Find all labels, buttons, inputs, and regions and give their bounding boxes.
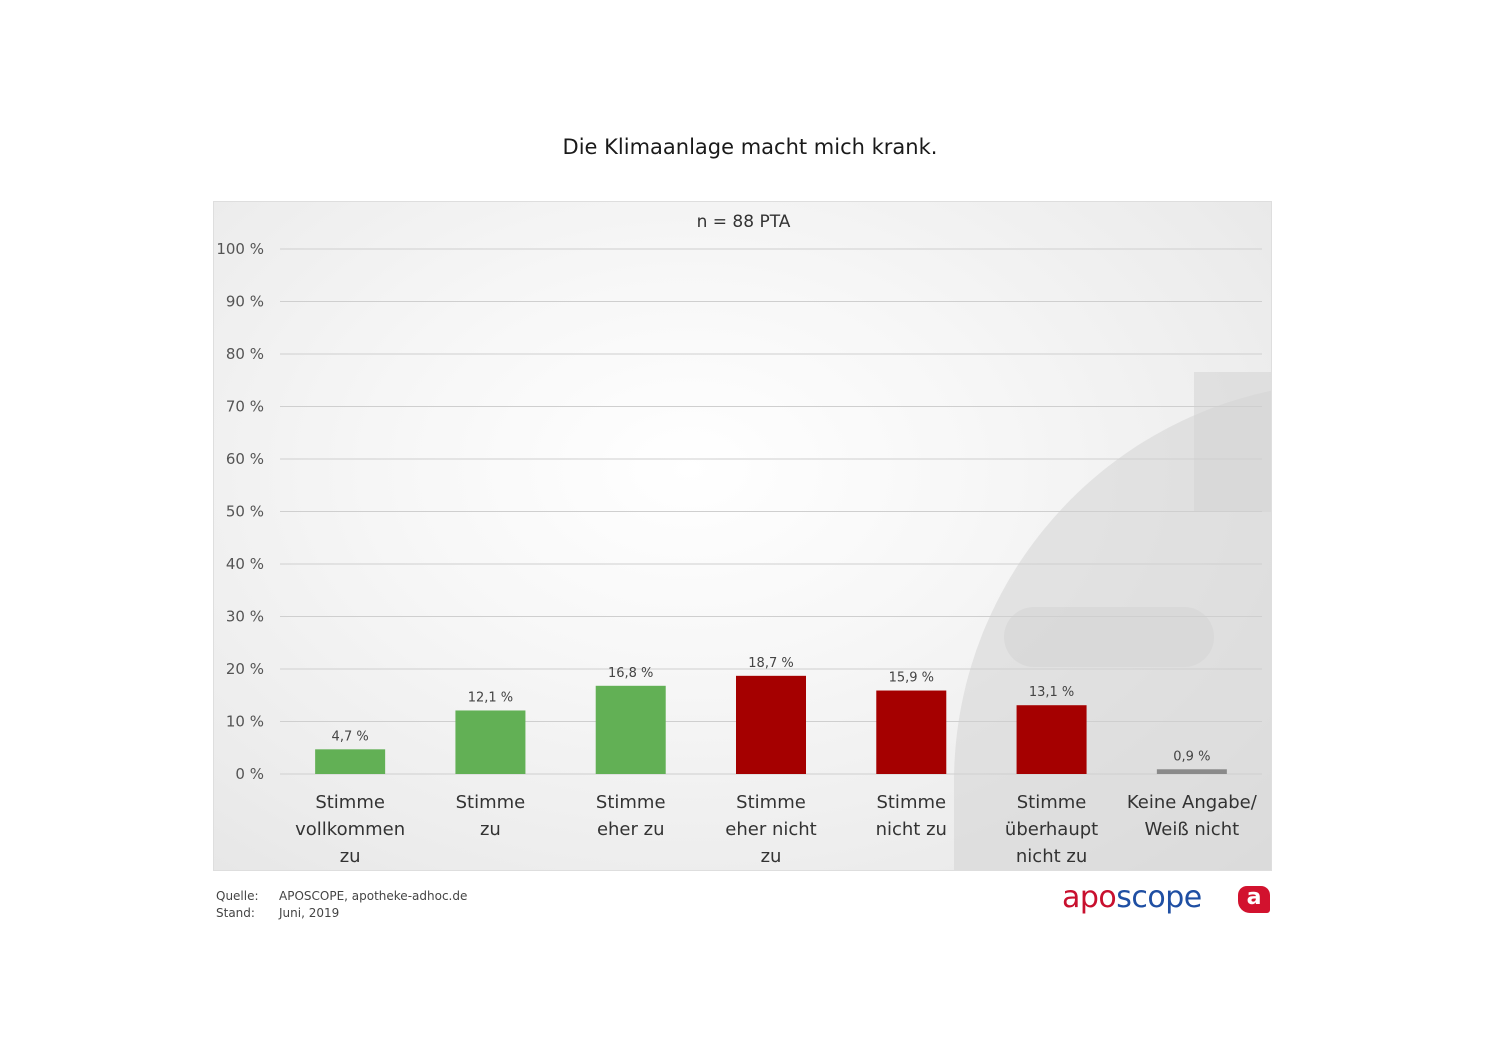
apotheke-adhoc-icon: a bbox=[1238, 886, 1270, 913]
bar-value-label: 15,9 % bbox=[889, 671, 934, 686]
source-value: APOSCOPE, apotheke-adhoc.de bbox=[279, 889, 468, 903]
x-category-label: Stimme eher zu bbox=[596, 792, 666, 840]
x-category-label-line: überhaupt bbox=[1005, 819, 1098, 840]
x-category-label-line: nicht zu bbox=[876, 819, 947, 840]
date-value: Juni, 2019 bbox=[279, 906, 340, 920]
bar bbox=[1016, 705, 1087, 774]
bar-value-label: 16,8 % bbox=[608, 666, 653, 681]
bar bbox=[315, 749, 386, 774]
y-tick-label: 90 % bbox=[226, 293, 264, 311]
x-category-label-line: Stimme bbox=[736, 792, 806, 813]
y-tick-label: 10 % bbox=[226, 713, 264, 731]
x-category-label-line: eher nicht bbox=[725, 819, 816, 840]
x-category-label: Stimme eher nicht zu bbox=[725, 792, 816, 867]
x-category-label: Stimme vollkommen zu bbox=[295, 792, 405, 867]
x-category-label: Keine Angabe/Weiß nicht bbox=[1127, 792, 1258, 840]
x-category-label-line: Stimme bbox=[315, 792, 385, 813]
x-category-label: Stimme überhaupt nicht zu bbox=[1005, 792, 1098, 867]
bar bbox=[455, 710, 526, 774]
y-tick-label: 0 % bbox=[235, 765, 264, 783]
x-category-label-line: Stimme bbox=[1017, 792, 1087, 813]
sample-size-label: n = 88 PTA bbox=[696, 212, 791, 232]
bar-value-label: 13,1 % bbox=[1029, 685, 1074, 700]
x-category-label-line: Stimme bbox=[876, 792, 946, 813]
aposcope-logo: aposcope bbox=[1062, 880, 1202, 915]
x-category-label-line: Stimme bbox=[456, 792, 526, 813]
x-category-label-line: nicht zu bbox=[1016, 846, 1087, 867]
y-tick-label: 80 % bbox=[226, 345, 264, 363]
y-tick-label: 70 % bbox=[226, 398, 264, 416]
bar bbox=[595, 685, 666, 774]
y-tick-label: 50 % bbox=[226, 503, 264, 521]
bar-value-label: 0,9 % bbox=[1173, 749, 1210, 764]
x-category-label-line: eher zu bbox=[597, 819, 665, 840]
footer: Quelle: APOSCOPE, apotheke-adhoc.de Stan… bbox=[216, 888, 467, 922]
bar bbox=[736, 675, 806, 774]
x-category-label-line: zu bbox=[761, 846, 782, 867]
watermark-shape bbox=[1194, 372, 1271, 512]
x-category-label-line: zu bbox=[340, 846, 361, 867]
bar bbox=[1156, 769, 1227, 774]
bar-chart: 0 % 10 % 20 % 30 % 40 % 50 % 60 % 70 % 80 % 90 % 1… bbox=[216, 240, 1262, 867]
bar-value-label: 18,7 % bbox=[748, 656, 793, 671]
y-tick-label: 20 % bbox=[226, 660, 264, 678]
bar-value-label: 4,7 % bbox=[332, 729, 369, 744]
date-label: Stand: bbox=[216, 906, 255, 920]
x-category-label-line: Keine Angabe/ bbox=[1127, 792, 1258, 813]
y-tick-label: 100 % bbox=[216, 240, 264, 258]
y-tick-label: 60 % bbox=[226, 450, 264, 468]
x-category-label-line: vollkommen bbox=[295, 819, 405, 840]
bar bbox=[876, 690, 947, 774]
y-tick-label: 30 % bbox=[226, 608, 264, 626]
chart-panel: 0 % 10 % 20 % 30 % 40 % 50 % 60 % 70 % 80 % 90 % 1… bbox=[213, 201, 1272, 871]
logo-part-apo: apo bbox=[1062, 880, 1117, 915]
x-category-label: Stimme zu bbox=[456, 792, 526, 840]
bar-value-label: 12,1 % bbox=[468, 690, 513, 705]
chart-title: Die Klimaanlage macht mich krank. bbox=[562, 135, 938, 159]
x-category-label-line: zu bbox=[480, 819, 501, 840]
y-tick-label: 40 % bbox=[226, 555, 264, 573]
x-category-label-line: Stimme bbox=[596, 792, 666, 813]
source-label: Quelle: bbox=[216, 889, 259, 903]
x-category-label: Stimme nicht zu bbox=[876, 792, 947, 840]
logo-part-scope: scope bbox=[1116, 880, 1202, 915]
x-category-label-line: Weiß nicht bbox=[1145, 819, 1240, 840]
